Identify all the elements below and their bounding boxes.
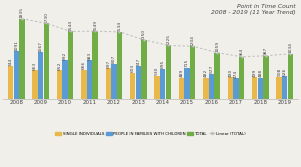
- Bar: [252, 77, 257, 99]
- Text: 508: 508: [277, 68, 281, 76]
- Text: 807: 807: [112, 55, 116, 63]
- Text: 1059: 1059: [215, 41, 219, 52]
- Text: 892: 892: [63, 51, 67, 60]
- Text: 482: 482: [204, 69, 208, 77]
- Legend: SINGLE INDIVIDUALS, PEOPLE IN FAMILIES WITH CHILDREN, TOTAL, Linear (TOTAL): SINGLE INDIVIDUALS, PEOPLE IN FAMILIES W…: [54, 130, 247, 137]
- Text: 747: 747: [136, 58, 140, 66]
- Text: 744: 744: [9, 58, 13, 66]
- Bar: [239, 57, 244, 99]
- Text: 883: 883: [88, 52, 92, 60]
- Bar: [190, 46, 195, 99]
- Text: 577: 577: [209, 65, 213, 73]
- Text: 695: 695: [161, 60, 165, 68]
- Bar: [228, 77, 233, 99]
- Bar: [14, 51, 19, 99]
- Text: 1730: 1730: [44, 12, 48, 23]
- Bar: [185, 68, 190, 99]
- Text: 488: 488: [258, 69, 262, 77]
- Bar: [117, 32, 122, 99]
- Bar: [160, 68, 165, 99]
- Bar: [8, 66, 13, 99]
- Text: 697: 697: [106, 60, 110, 68]
- Bar: [44, 23, 49, 99]
- Bar: [136, 66, 141, 99]
- Text: 666: 666: [82, 61, 86, 69]
- Text: 1549: 1549: [93, 20, 97, 31]
- Bar: [62, 60, 68, 99]
- Bar: [130, 72, 135, 99]
- Bar: [111, 64, 116, 99]
- Text: 1034: 1034: [288, 42, 292, 53]
- Bar: [106, 68, 111, 99]
- Text: 1350: 1350: [142, 28, 146, 40]
- Bar: [19, 19, 24, 99]
- Bar: [141, 40, 147, 99]
- Bar: [233, 78, 239, 99]
- Text: 652: 652: [57, 62, 61, 70]
- Text: 1544: 1544: [69, 20, 73, 31]
- Text: 474: 474: [234, 70, 238, 78]
- Bar: [179, 77, 184, 99]
- Text: 1534: 1534: [117, 20, 122, 32]
- Text: Point in Time Count
2008 - 2019 (11 Year Trend): Point in Time Count 2008 - 2019 (11 Year…: [210, 4, 295, 15]
- Text: 1225: 1225: [166, 34, 170, 45]
- Bar: [87, 60, 92, 99]
- Bar: [258, 77, 263, 99]
- Text: 964: 964: [240, 48, 244, 56]
- Bar: [57, 70, 62, 99]
- Text: 1067: 1067: [39, 41, 43, 52]
- Bar: [38, 52, 43, 99]
- Text: 987: 987: [264, 47, 268, 55]
- Bar: [288, 54, 293, 99]
- Text: 489: 489: [179, 69, 184, 77]
- Bar: [32, 70, 38, 99]
- Bar: [263, 56, 269, 99]
- Text: 526: 526: [283, 67, 287, 75]
- Text: 1835: 1835: [20, 7, 24, 18]
- Text: 663: 663: [33, 61, 37, 70]
- Bar: [282, 76, 287, 99]
- Bar: [209, 74, 214, 99]
- Text: 530: 530: [155, 67, 159, 75]
- Text: 715: 715: [185, 59, 189, 67]
- Bar: [92, 31, 98, 99]
- Text: 1204: 1204: [191, 35, 195, 46]
- Bar: [81, 70, 86, 99]
- Bar: [154, 76, 160, 99]
- Bar: [215, 53, 220, 99]
- Text: 490: 490: [228, 69, 232, 77]
- Bar: [203, 78, 209, 99]
- Text: 1091: 1091: [14, 40, 18, 51]
- Text: 603: 603: [131, 64, 135, 72]
- Bar: [277, 77, 282, 99]
- Bar: [166, 45, 171, 99]
- Bar: [68, 31, 73, 99]
- Text: 499: 499: [253, 68, 257, 77]
